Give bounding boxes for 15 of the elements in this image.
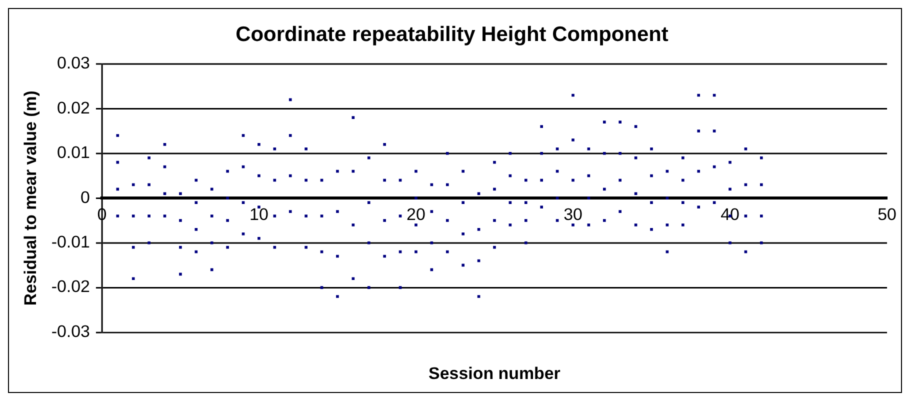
y-tick-label: 0.01 [56, 143, 90, 162]
y-tick-label: -0.02 [51, 277, 90, 296]
x-tick-label: 20 [406, 204, 426, 224]
y-tick-label: -0.03 [51, 322, 90, 341]
x-tick-label: 40 [720, 204, 740, 224]
x-axis-title: Session number [428, 364, 561, 383]
y-tick-label: 0.02 [56, 98, 90, 118]
y-axis-title: Residual to mear value (m) [20, 90, 40, 306]
chart-title: Coordinate repeatability Height Component [236, 23, 668, 46]
y-tick-label: 0 [80, 188, 90, 207]
x-tick-label: 50 [878, 204, 896, 224]
y-tick-label: -0.01 [51, 232, 90, 252]
x-tick-label: 10 [250, 204, 268, 224]
y-tick-label: 0.03 [56, 54, 90, 73]
x-tick-label: 30 [564, 204, 582, 224]
